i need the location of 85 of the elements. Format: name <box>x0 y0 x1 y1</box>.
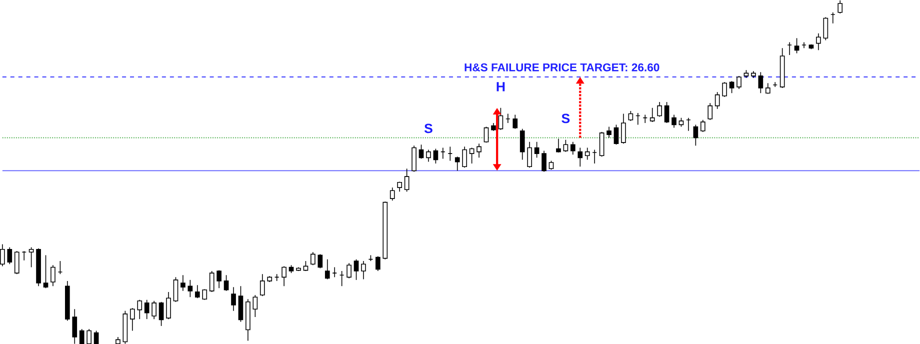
candlestick <box>282 266 286 286</box>
candlestick <box>231 286 236 312</box>
candlestick <box>346 262 352 279</box>
candlestick <box>462 146 468 168</box>
candlestick <box>512 114 518 130</box>
annotation: H <box>496 82 505 92</box>
candlestick <box>194 284 200 298</box>
candlestick <box>216 270 222 288</box>
candlestick <box>188 279 193 298</box>
candlestick <box>527 141 532 168</box>
candlestick <box>672 114 676 128</box>
candlestick <box>361 260 366 280</box>
candlestick <box>130 308 135 332</box>
candlestick <box>166 291 171 320</box>
annotation: S <box>562 114 570 124</box>
candlestick <box>650 107 655 122</box>
candlestick <box>418 144 424 160</box>
candlestick <box>426 149 431 162</box>
candlestick <box>152 300 156 320</box>
candlestick <box>520 128 525 160</box>
candlestick <box>7 246 12 264</box>
candlestick <box>324 258 330 280</box>
candlestick <box>404 168 410 192</box>
candlestick <box>498 107 504 130</box>
candlestick <box>173 276 178 302</box>
candlestick <box>202 288 208 300</box>
candlestick <box>700 119 706 132</box>
candlestick <box>0 244 5 266</box>
candlestick <box>664 102 670 124</box>
candlestick <box>765 82 770 94</box>
candlestick <box>72 308 78 344</box>
candlestick <box>714 92 720 110</box>
candlestick <box>584 147 590 160</box>
candlestick <box>310 252 316 266</box>
candlestick <box>469 147 474 164</box>
candlestick <box>542 150 546 172</box>
candlestick <box>693 124 698 146</box>
candlestick <box>318 254 323 269</box>
candlestick <box>224 274 229 292</box>
candlestick <box>28 246 34 268</box>
candlestick <box>556 138 561 153</box>
candlestick <box>729 80 734 94</box>
candlestick <box>563 139 568 152</box>
candlestick <box>534 141 540 158</box>
candlestick <box>484 126 489 143</box>
candlestick <box>376 256 380 272</box>
candlestick <box>578 147 583 167</box>
candlestick <box>252 294 258 318</box>
candlestick <box>238 286 244 322</box>
candlestick <box>614 124 619 145</box>
candlestick <box>260 274 265 296</box>
candlestick <box>816 32 821 50</box>
candlestick <box>794 38 800 54</box>
candlestick <box>412 145 416 172</box>
candlestick <box>94 330 99 344</box>
candlestick <box>144 299 150 320</box>
candlestick <box>657 102 662 118</box>
candlestick <box>628 110 634 122</box>
candlestick <box>708 102 713 120</box>
candlestick <box>838 0 843 14</box>
candlestick <box>86 328 92 344</box>
candlestick <box>722 82 727 98</box>
candlestick <box>823 16 828 41</box>
candlestick <box>180 274 186 292</box>
candlestick <box>454 156 460 172</box>
candlestick <box>621 113 626 144</box>
candlestick <box>79 328 84 344</box>
candlestick <box>43 254 48 288</box>
annotation: S <box>424 124 432 134</box>
candlestick <box>476 143 482 158</box>
candlestick <box>209 270 214 292</box>
candlestick <box>397 181 402 192</box>
candlestick <box>758 72 764 94</box>
candlestick <box>606 126 612 138</box>
candlestick <box>599 131 604 157</box>
candlestick <box>570 141 576 155</box>
candlestick <box>158 301 164 326</box>
candlestick <box>50 264 56 286</box>
annotation: H&S FAILURE PRICE TARGET: 26.60 <box>464 63 660 72</box>
candlestick <box>14 250 20 274</box>
candlestick <box>736 75 742 90</box>
candlestick <box>433 148 438 164</box>
candlestick <box>390 187 395 201</box>
candlestick <box>137 299 142 320</box>
candlestick <box>354 258 359 280</box>
